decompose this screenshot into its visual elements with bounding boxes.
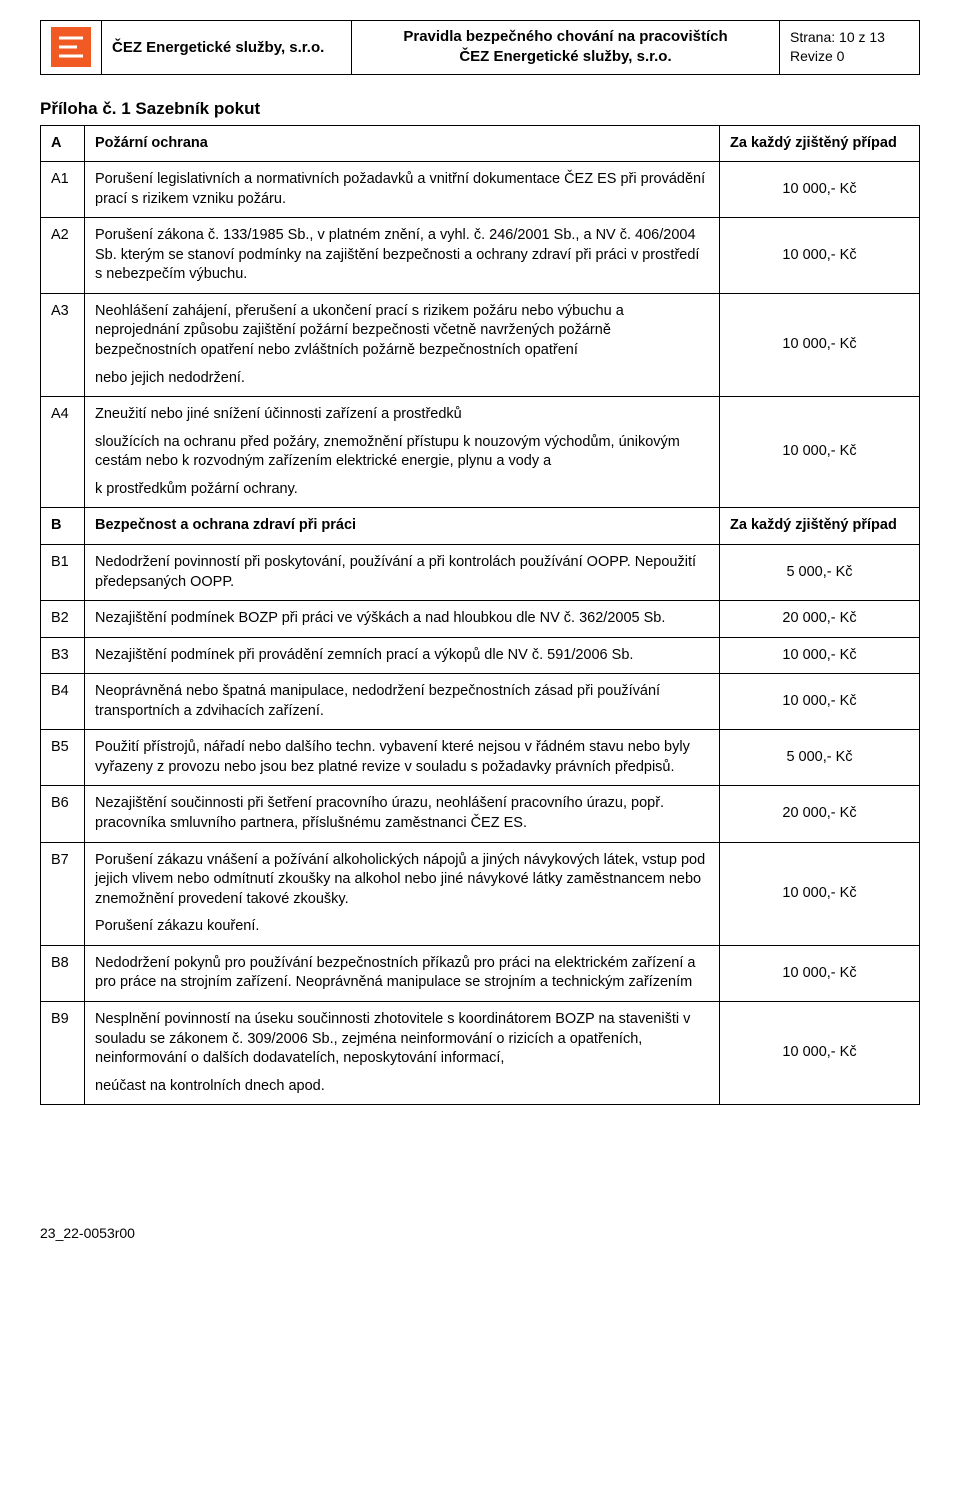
row-text: Porušení zákazu vnášení a požívání alkoh… [85, 842, 720, 945]
table-row: APožární ochranaZa každý zjištěný případ [41, 125, 920, 162]
row-code: A1 [41, 162, 85, 218]
doc-title-line2: ČEZ Energetické služby, s.r.o. [362, 47, 769, 67]
row-amount: 10 000,- Kč [720, 293, 920, 396]
row-text: Použití přístrojů, nářadí nebo dalšího t… [85, 730, 720, 786]
row-text: Neoprávněná nebo špatná manipulace, nedo… [85, 674, 720, 730]
row-amount: 5 000,- Kč [720, 544, 920, 600]
table-row: B1Nedodržení povinností při poskytování,… [41, 544, 920, 600]
row-paragraph: Zneužití nebo jiné snížení účinnosti zař… [95, 405, 709, 425]
row-amount: 10 000,- Kč [720, 945, 920, 1001]
row-code: B3 [41, 637, 85, 674]
row-code: B7 [41, 842, 85, 945]
table-row: B8Nedodržení pokynů pro používání bezpeč… [41, 945, 920, 1001]
doc-title-line1: Pravidla bezpečného chování na pracovišt… [362, 27, 769, 47]
row-amount: 20 000,- Kč [720, 786, 920, 842]
row-text: Porušení legislativních a normativních p… [85, 162, 720, 218]
table-row: B7Porušení zákazu vnášení a požívání alk… [41, 842, 920, 945]
row-paragraph: Neohlášení zahájení, přerušení a ukončen… [95, 302, 709, 361]
row-code: B8 [41, 945, 85, 1001]
row-code: A3 [41, 293, 85, 396]
row-amount: 5 000,- Kč [720, 730, 920, 786]
row-code: B6 [41, 786, 85, 842]
row-text: Nezajištění podmínek při provádění zemní… [85, 637, 720, 674]
table-row: A2Porušení zákona č. 133/1985 Sb., v pla… [41, 218, 920, 294]
row-code: A [41, 125, 85, 162]
table-row: A3Neohlášení zahájení, přerušení a ukonč… [41, 293, 920, 396]
revision: Revize 0 [790, 47, 909, 67]
row-code: B [41, 508, 85, 545]
table-row: B4Neoprávněná nebo špatná manipulace, ne… [41, 674, 920, 730]
row-amount: Za každý zjištěný případ [720, 508, 920, 545]
section-title: Příloha č. 1 Sazebník pokut [40, 99, 920, 119]
header-box: ČEZ Energetické služby, s.r.o. Pravidla … [40, 20, 920, 75]
row-code: B2 [41, 601, 85, 638]
row-paragraph: Porušení zákazu vnášení a požívání alkoh… [95, 851, 709, 910]
page-number: Strana: 10 z 13 [790, 28, 909, 48]
table-row: B2Nezajištění podmínek BOZP při práci ve… [41, 601, 920, 638]
row-text: Nedodržení povinností při poskytování, p… [85, 544, 720, 600]
company-name: ČEZ Energetické služby, s.r.o. [102, 21, 352, 75]
row-paragraph: Porušení zákazu kouření. [95, 917, 709, 937]
row-text: Požární ochrana [85, 125, 720, 162]
row-amount: 20 000,- Kč [720, 601, 920, 638]
table-row: B9Nesplnění povinností na úseku součinno… [41, 1001, 920, 1104]
row-paragraph: sloužících na ochranu před požáry, znemo… [95, 433, 709, 472]
cez-logo-icon [51, 27, 91, 67]
table-row: A4 Zneužití nebo jiné snížení účinnosti z… [41, 397, 920, 508]
row-amount: Za každý zjištěný případ [720, 125, 920, 162]
row-text: Porušení zákona č. 133/1985 Sb., v platn… [85, 218, 720, 294]
row-code: A4 [41, 397, 85, 508]
row-amount: 10 000,- Kč [720, 162, 920, 218]
row-code: B5 [41, 730, 85, 786]
row-amount: 10 000,- Kč [720, 218, 920, 294]
row-code: B1 [41, 544, 85, 600]
table-row: BBezpečnost a ochrana zdraví při práciZa… [41, 508, 920, 545]
row-amount: 10 000,- Kč [720, 674, 920, 730]
doc-meta: Strana: 10 z 13 Revize 0 [780, 21, 920, 75]
row-text: Zneužití nebo jiné snížení účinnosti zař… [85, 397, 720, 508]
row-code: B4 [41, 674, 85, 730]
row-paragraph: neúčast na kontrolních dnech apod. [95, 1077, 709, 1097]
footer-code: 23_22-0053r00 [40, 1225, 920, 1241]
row-text: Nezajištění podmínek BOZP při práci ve v… [85, 601, 720, 638]
row-text: Nesplnění povinností na úseku součinnost… [85, 1001, 720, 1104]
row-code: B9 [41, 1001, 85, 1104]
row-amount: 10 000,- Kč [720, 397, 920, 508]
row-text: Neohlášení zahájení, přerušení a ukončen… [85, 293, 720, 396]
logo-cell [41, 21, 102, 75]
row-text: Bezpečnost a ochrana zdraví při práci [85, 508, 720, 545]
row-amount: 10 000,- Kč [720, 1001, 920, 1104]
row-paragraph: Nesplnění povinností na úseku součinnost… [95, 1010, 709, 1069]
row-text: Nezajištění součinnosti při šetření prac… [85, 786, 720, 842]
doc-title: Pravidla bezpečného chování na pracovišt… [352, 21, 780, 75]
row-paragraph: nebo jejich nedodržení. [95, 369, 709, 389]
table-row: A1Porušení legislativních a normativních… [41, 162, 920, 218]
row-paragraph: k prostředkům požární ochrany. [95, 480, 709, 500]
row-text: Nedodržení pokynů pro používání bezpečno… [85, 945, 720, 1001]
page: ČEZ Energetické služby, s.r.o. Pravidla … [0, 0, 960, 1281]
table-row: B5Použití přístrojů, nářadí nebo dalšího… [41, 730, 920, 786]
table-row: B6Nezajištění součinnosti při šetření pr… [41, 786, 920, 842]
table-row: B3Nezajištění podmínek při provádění zem… [41, 637, 920, 674]
fines-table: APožární ochranaZa každý zjištěný případ… [40, 125, 920, 1106]
row-code: A2 [41, 218, 85, 294]
row-amount: 10 000,- Kč [720, 842, 920, 945]
row-amount: 10 000,- Kč [720, 637, 920, 674]
